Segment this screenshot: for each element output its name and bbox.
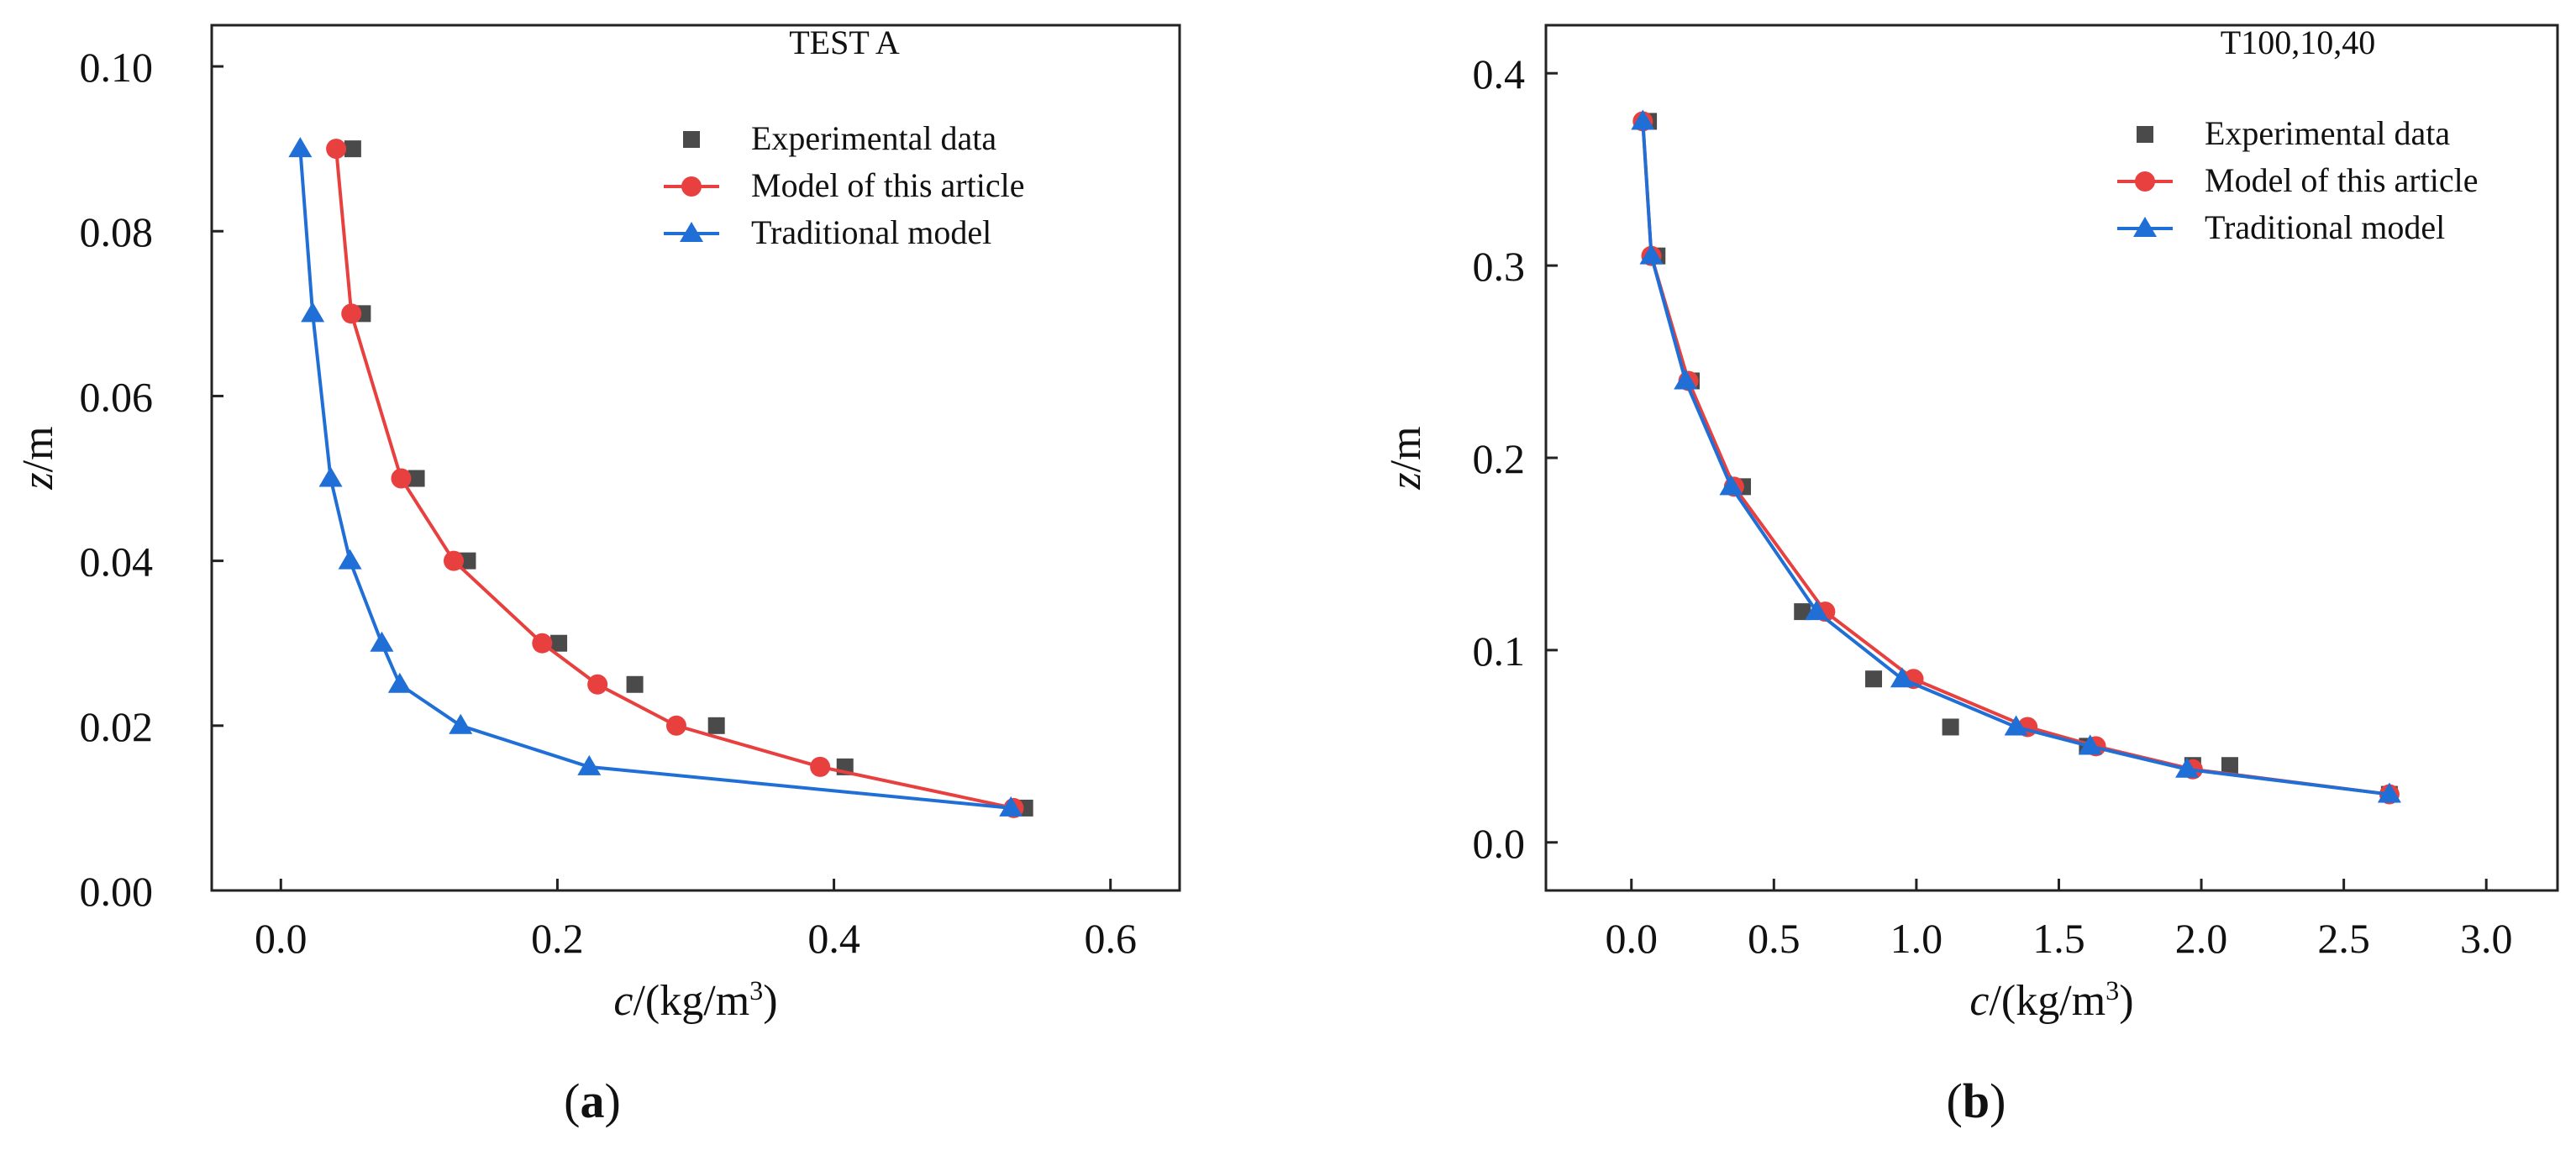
data-point: [288, 137, 313, 158]
y-tick-label: 0.3: [1473, 243, 1526, 290]
data-point: [341, 303, 362, 324]
data-point: [587, 674, 608, 695]
legend-marker: [2135, 171, 2155, 192]
data-point: [338, 549, 362, 570]
data-point: [1631, 109, 1655, 130]
data-point: [1890, 667, 1914, 688]
x-tick-label: 2.0: [2175, 915, 2228, 962]
y-tick-label: 0.04: [80, 538, 154, 586]
data-point: [459, 552, 476, 570]
legend-marker: [2133, 217, 2157, 237]
data-point: [318, 466, 343, 487]
data-point: [1805, 600, 1829, 621]
data-point: [2221, 757, 2238, 775]
data-point: [707, 717, 725, 734]
data-point: [344, 140, 361, 158]
data-point: [1865, 670, 1883, 688]
y-tick-label: 0.1: [1473, 628, 1526, 675]
data-point: [1794, 603, 1811, 621]
legend-entry-label: Experimental data: [2205, 114, 2450, 152]
series-line: [1641, 121, 2390, 796]
panel-label: (a): [564, 1074, 621, 1128]
x-axis-label: c/(kg/m3): [613, 975, 777, 1025]
data-point: [665, 715, 686, 736]
x-tick-label: 0.0: [1605, 915, 1658, 962]
legend: TEST A Experimental data Model of this art…: [664, 24, 1024, 251]
y-tick-label: 0.02: [80, 703, 154, 750]
y-tick-label: 0.06: [80, 373, 154, 420]
data-point: [2175, 757, 2200, 778]
panel-label: (b): [1947, 1074, 2006, 1128]
legend-entry-label: Model of this article: [751, 166, 1024, 204]
data-point: [1674, 369, 1698, 390]
data-point: [444, 550, 464, 571]
legend-title: T100,10,40: [2221, 24, 2375, 61]
legend-entry-label: Traditional model: [751, 213, 991, 251]
y-tick-label: 0.08: [80, 208, 154, 255]
legend-marker: [683, 131, 700, 148]
x-axis-label: c/(kg/m3): [1969, 975, 2133, 1025]
data-point: [1639, 244, 1664, 265]
data-point: [449, 713, 473, 734]
data-point: [550, 634, 568, 652]
x-tick-label: 0.4: [807, 915, 860, 962]
series-traditional-model: [1631, 109, 2401, 803]
x-tick-label: 0.0: [255, 915, 308, 962]
data-point: [301, 302, 325, 323]
x-tick-label: 0.2: [531, 915, 584, 962]
legend-marker: [681, 176, 702, 197]
data-point: [810, 756, 831, 777]
data-point: [626, 675, 644, 693]
data-point: [2377, 782, 2401, 803]
x-tick-label: 0.5: [1748, 915, 1801, 962]
legend-marker: [680, 222, 703, 242]
data-point: [577, 754, 602, 775]
chart-panel-a: 0.0 0.2 0.4 0.6 0.00 0.02 0.04 0.06 0.08 0.10 c/(k…: [14, 24, 1181, 1128]
legend-title: TEST A: [789, 24, 900, 61]
data-point: [387, 672, 412, 693]
plot-frame: [210, 24, 1181, 892]
y-tick-label: 0.4: [1473, 50, 1526, 97]
data-point: [407, 470, 425, 487]
y-tick-label: 0.10: [80, 44, 154, 91]
legend-entry-label: Traditional model: [2205, 208, 2445, 246]
data-point: [2004, 715, 2028, 736]
data-point: [391, 468, 412, 489]
y-tick-label: 0.00: [80, 868, 154, 915]
x-tick-label: 2.5: [2317, 915, 2370, 962]
y-axis-label: z/m: [1382, 426, 1430, 490]
x-tick-label: 0.6: [1084, 915, 1137, 962]
data-point: [1942, 718, 1959, 736]
y-tick-label: 0.0: [1473, 820, 1526, 867]
plot-frame: [1544, 24, 2559, 892]
chart-panel-b: 0.0 0.5 1.0 1.5 2.0 2.5 3.0 0.0 0.1 0.2 0.3 0.4 c/(k…: [1382, 24, 2559, 1128]
x-tick-label: 1.5: [2032, 915, 2085, 962]
y-axis-label: z/m: [14, 426, 62, 490]
data-point: [999, 796, 1023, 817]
data-point: [2078, 734, 2102, 755]
y-tick-label: 0.2: [1473, 435, 1526, 482]
x-tick-label: 1.0: [1890, 915, 1943, 962]
data-point: [326, 139, 347, 160]
data-point: [370, 631, 394, 652]
legend-entry-label: Experimental data: [751, 119, 996, 157]
x-tick-label: 3.0: [2460, 915, 2513, 962]
legend-entry-label: Model of this article: [2205, 161, 2478, 199]
series-traditional-model: [288, 137, 1023, 817]
data-point: [1719, 475, 1743, 496]
legend-marker: [2137, 126, 2153, 143]
legend: T100,10,40 Experimental data Model of this…: [2117, 24, 2478, 246]
data-point: [532, 633, 553, 654]
